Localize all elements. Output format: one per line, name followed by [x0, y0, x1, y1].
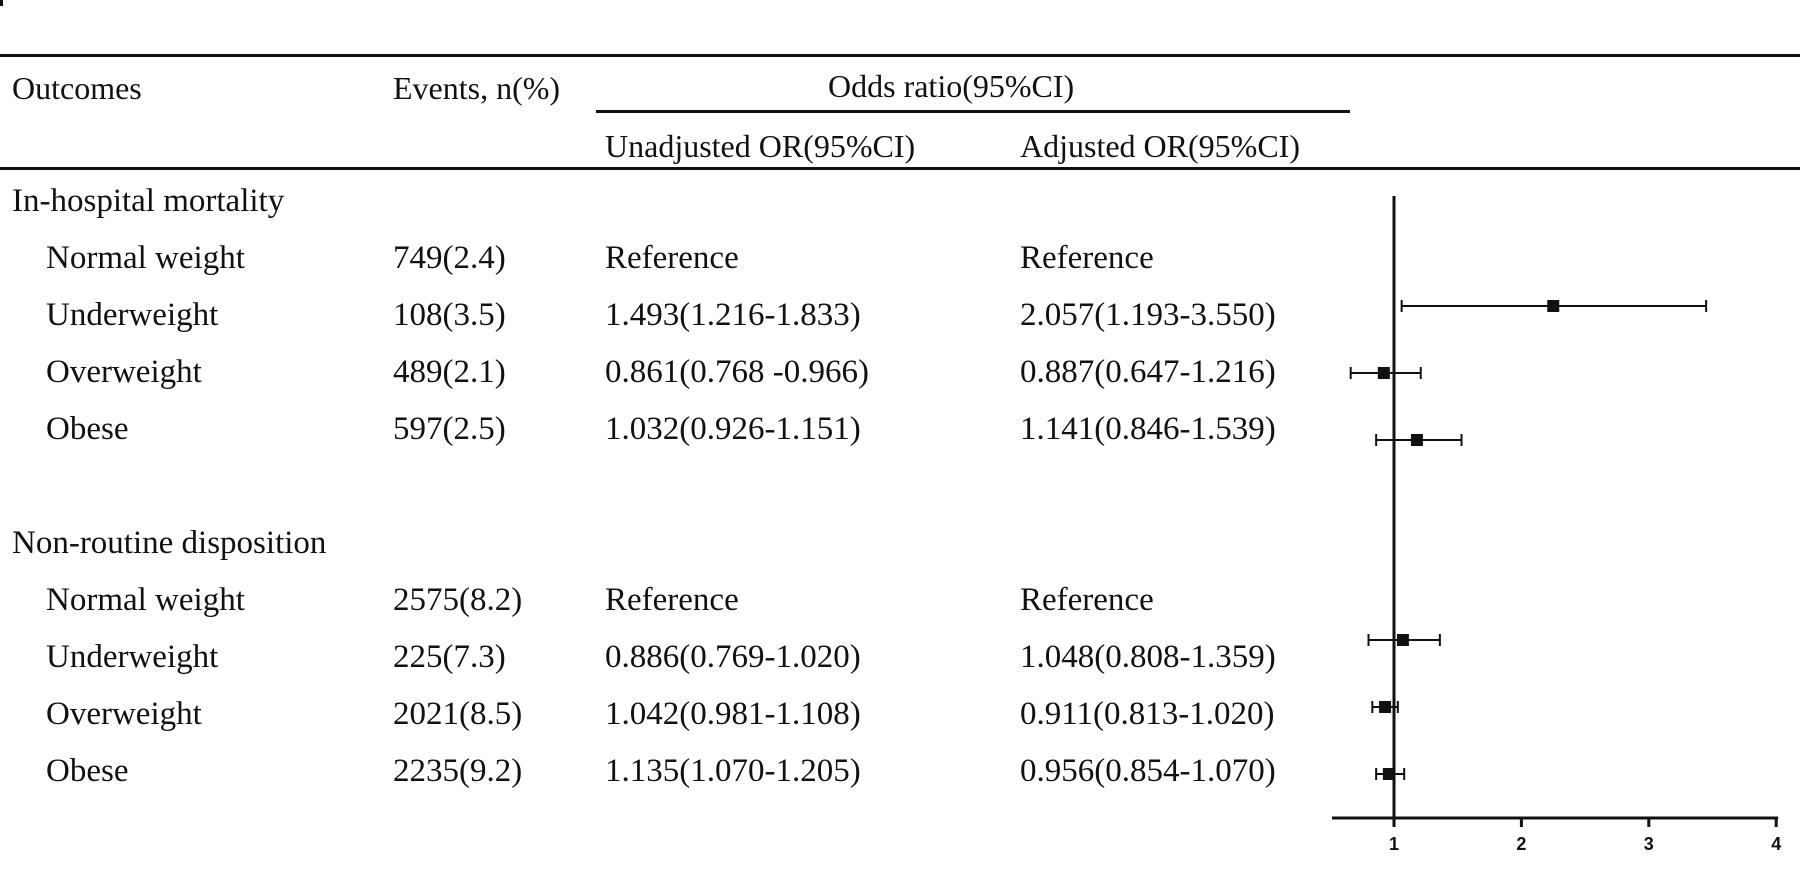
top-rule	[0, 54, 1800, 57]
row-events: 2575(8.2)	[393, 582, 523, 618]
row-unadjusted: Reference	[605, 240, 739, 276]
point-estimate	[1547, 300, 1560, 312]
header-adjusted: Adjusted OR(95%CI)	[1020, 128, 1300, 164]
group-title: In-hospital mortality	[12, 183, 285, 219]
point-estimate	[1396, 634, 1409, 646]
row-unadjusted: 1.042(0.981-1.108)	[605, 696, 861, 732]
row-label: Obese	[46, 753, 129, 789]
row-unadjusted: 1.135(1.070-1.205)	[605, 753, 861, 789]
header-bottom-rule	[0, 167, 1800, 170]
row-label: Underweight	[46, 639, 219, 675]
row-adjusted: 0.887(0.647-1.216)	[1020, 354, 1276, 390]
row-adjusted: 0.956(0.854-1.070)	[1020, 753, 1276, 789]
row-unadjusted: 1.493(1.216-1.833)	[605, 297, 861, 333]
point-estimate	[1410, 434, 1423, 446]
row-adjusted: 0.911(0.813-1.020)	[1020, 696, 1275, 732]
row-label: Overweight	[46, 354, 202, 390]
row-events: 225(7.3)	[393, 639, 506, 675]
row-adjusted: Reference	[1020, 240, 1154, 276]
point-estimate	[1379, 701, 1392, 713]
row-label: Underweight	[46, 297, 219, 333]
x-tick-label: 3	[1644, 834, 1654, 854]
row-unadjusted: 0.861(0.768 -0.966)	[605, 354, 869, 390]
header-unadjusted: Unadjusted OR(95%CI)	[605, 128, 916, 164]
row-adjusted: 2.057(1.193-3.550)	[1020, 297, 1276, 333]
row-adjusted: 1.048(0.808-1.359)	[1020, 639, 1276, 675]
row-unadjusted: Reference	[605, 582, 739, 618]
row-events: 108(3.5)	[393, 297, 506, 333]
row-adjusted: 1.141(0.846-1.539)	[1020, 411, 1276, 447]
corner-mark	[0, 0, 3, 6]
point-estimate	[1382, 768, 1395, 780]
row-label: Overweight	[46, 696, 202, 732]
row-events: 597(2.5)	[393, 411, 506, 447]
row-label: Normal weight	[46, 582, 245, 618]
forest-plot: 1 2 3 4	[1332, 196, 1781, 854]
row-events: 2235(9.2)	[393, 753, 523, 789]
row-label: Obese	[46, 411, 129, 447]
row-events: 749(2.4)	[393, 240, 506, 276]
header-outcomes: Outcomes	[12, 70, 142, 106]
x-tick-label: 1	[1389, 834, 1399, 854]
group-title: Non-routine disposition	[12, 525, 327, 561]
header-odds-ratio: Odds ratio(95%CI)	[828, 68, 1075, 104]
x-tick-label: 4	[1771, 834, 1781, 854]
row-events: 2021(8.5)	[393, 696, 523, 732]
row-label: Normal weight	[46, 240, 245, 276]
point-estimate	[1377, 367, 1390, 379]
row-adjusted: Reference	[1020, 582, 1154, 618]
row-unadjusted: 1.032(0.926-1.151)	[605, 411, 861, 447]
x-tick-label: 2	[1516, 834, 1526, 854]
group-rule	[596, 110, 1350, 113]
row-unadjusted: 0.886(0.769-1.020)	[605, 639, 861, 675]
header-events: Events, n(%)	[393, 70, 561, 106]
row-events: 489(2.1)	[393, 354, 506, 390]
